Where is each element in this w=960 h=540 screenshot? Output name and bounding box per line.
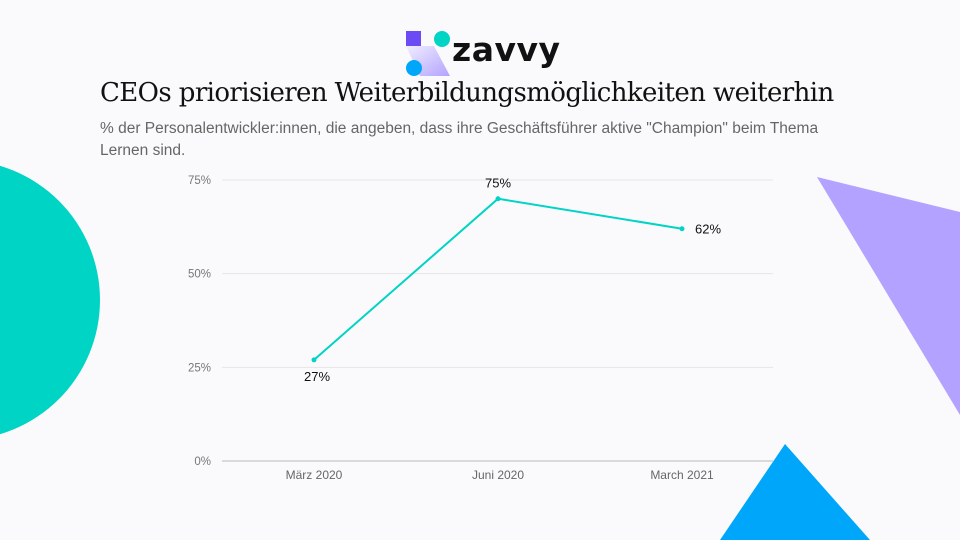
y-tick-label: 50%: [188, 269, 211, 281]
page-subtitle: % der Personalentwickler:innen, die ange…: [100, 120, 819, 159]
blue-triangle-decor: [720, 444, 870, 540]
page-title: CEOs priorisieren Weiterbildungsmöglichk…: [100, 78, 834, 108]
zavvy-logo-icon: [406, 31, 450, 76]
data-point: [495, 196, 501, 202]
x-tick-label: Juni 2020: [472, 468, 524, 482]
data-point: [311, 357, 317, 363]
data-label: 27%: [304, 369, 330, 384]
teal-circle-decor: [0, 165, 100, 435]
y-tick-label: 0%: [194, 456, 211, 468]
data-label: 62%: [695, 222, 721, 237]
data-point: [679, 226, 685, 232]
data-label: 75%: [485, 176, 511, 191]
x-tick-label: March 2021: [650, 468, 714, 482]
x-tick-label: März 2020: [286, 468, 343, 482]
y-tick-label: 25%: [188, 362, 211, 374]
lavender-triangle-decor: [817, 177, 960, 415]
series-line: [313, 197, 683, 361]
y-tick-label: 75%: [188, 175, 211, 187]
brand-name: zavvy: [452, 30, 561, 69]
